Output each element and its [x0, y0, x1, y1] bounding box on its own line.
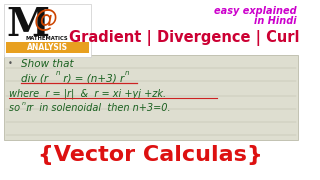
Text: so  r: so r: [9, 103, 31, 113]
Text: {Vector Calculas}: {Vector Calculas}: [38, 145, 263, 165]
Text: @: @: [34, 8, 58, 32]
Text: MATHEMATICS: MATHEMATICS: [26, 36, 68, 41]
Text: .r  in solenoidal  then n+3=0.: .r in solenoidal then n+3=0.: [26, 103, 171, 113]
Text: •: •: [8, 59, 12, 68]
Text: easy explained: easy explained: [214, 6, 297, 16]
Text: n: n: [56, 70, 60, 76]
Text: div (r: div (r: [21, 73, 48, 83]
Text: Show that: Show that: [21, 59, 73, 69]
Bar: [4, 55, 298, 140]
Text: M: M: [7, 6, 50, 44]
Text: in Hindi: in Hindi: [254, 16, 297, 26]
Text: ANALYSIS: ANALYSIS: [27, 43, 68, 52]
Text: Gradient | Divergence | Curl: Gradient | Divergence | Curl: [68, 30, 299, 46]
Text: n: n: [22, 101, 26, 106]
Text: r) = (n+3) r: r) = (n+3) r: [60, 73, 124, 83]
Bar: [4, 4, 92, 57]
Text: where  r = |r|  &  r = xi +yj +zk.: where r = |r| & r = xi +yj +zk.: [9, 88, 166, 98]
Bar: [6, 42, 89, 53]
Text: n: n: [124, 70, 129, 76]
